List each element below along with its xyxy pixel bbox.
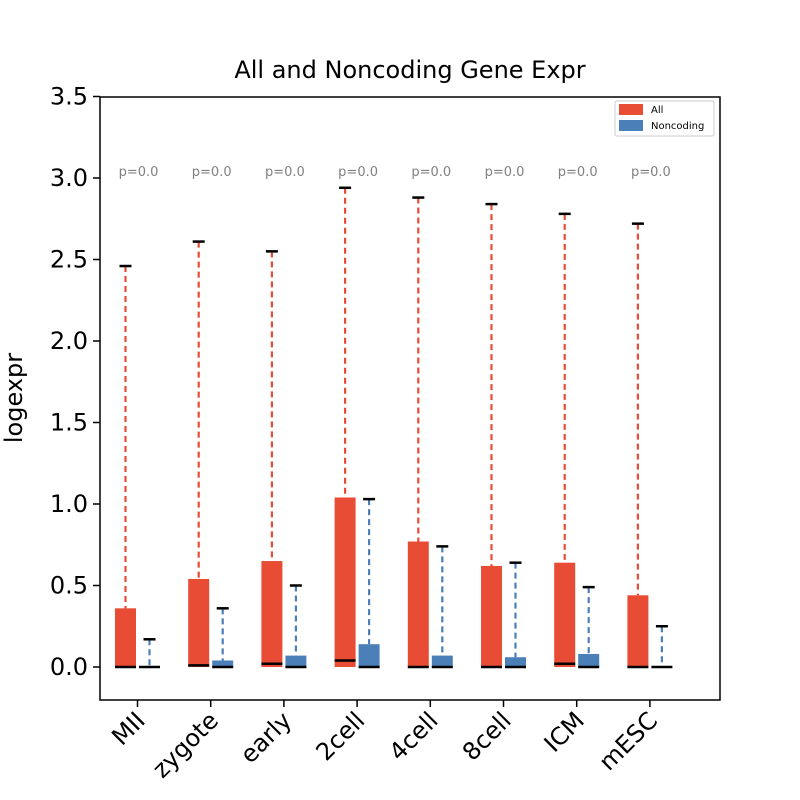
legend: All Noncoding bbox=[614, 100, 715, 137]
y-tick-label-1: 0.5 bbox=[50, 572, 88, 600]
bar-noncoding-4 bbox=[431, 655, 453, 667]
bar-noncoding-3 bbox=[358, 644, 380, 667]
legend-swatch-all bbox=[619, 104, 643, 115]
x-tick-label-1: zygote bbox=[147, 706, 224, 783]
y-tick-label-3: 1.5 bbox=[50, 409, 88, 437]
p-value-label-3: p=0.0 bbox=[338, 165, 378, 180]
legend-swatch-noncoding bbox=[619, 120, 643, 131]
y-tick-label-4: 2.0 bbox=[50, 327, 88, 355]
x-tick-label-6: ICM bbox=[539, 706, 590, 757]
x-tick-label-4: 4cell bbox=[384, 706, 444, 766]
y-tick-label-7: 3.5 bbox=[50, 83, 88, 111]
chart-title: All and Noncoding Gene Expr bbox=[234, 56, 585, 84]
y-tick-label-0: 0.0 bbox=[50, 653, 88, 681]
p-value-label-4: p=0.0 bbox=[411, 165, 451, 180]
chart-marks: p=0.0 p=0.0 p=0.0 p=0.0 p=0.0 p=0.0 p=0.0 p=0.0 bbox=[115, 165, 673, 669]
bar-noncoding-2 bbox=[285, 655, 307, 667]
y-tick-label-2: 1.0 bbox=[50, 490, 88, 518]
p-value-label-5: p=0.0 bbox=[485, 165, 525, 180]
y-tick-label-6: 3.0 bbox=[50, 164, 88, 192]
x-tick-label-7: mESC bbox=[593, 706, 663, 776]
bar-all-7 bbox=[627, 595, 649, 667]
legend-label-noncoding: Noncoding bbox=[651, 121, 704, 132]
bar-all-1 bbox=[188, 578, 210, 667]
plot-frame bbox=[99, 96, 721, 701]
y-tick-label-5: 2.5 bbox=[50, 246, 88, 274]
p-value-label-2: p=0.0 bbox=[265, 165, 305, 180]
x-tick-label-2: early bbox=[235, 706, 297, 768]
y-axis-label: logexpr bbox=[0, 353, 28, 443]
x-tick-label-3: 2cell bbox=[311, 706, 371, 766]
bar-noncoding-1 bbox=[212, 660, 234, 667]
bar-all-3 bbox=[334, 497, 356, 667]
bar-all-6 bbox=[554, 562, 576, 667]
bar-noncoding-5 bbox=[505, 657, 526, 667]
x-tick-label-5: 8cell bbox=[457, 706, 517, 766]
bar-all-5 bbox=[481, 565, 502, 667]
x-tick-label-0: MII bbox=[106, 706, 150, 750]
p-value-label-6: p=0.0 bbox=[558, 165, 598, 180]
bar-all-4 bbox=[407, 541, 429, 667]
bar-all-0 bbox=[115, 608, 136, 667]
bar-noncoding-6 bbox=[578, 653, 600, 667]
bar-all-2 bbox=[261, 561, 283, 667]
p-value-label-1: p=0.0 bbox=[192, 165, 232, 180]
p-value-label-0: p=0.0 bbox=[119, 165, 159, 180]
legend-label-all: All bbox=[651, 105, 663, 116]
p-value-label-7: p=0.0 bbox=[631, 165, 671, 180]
